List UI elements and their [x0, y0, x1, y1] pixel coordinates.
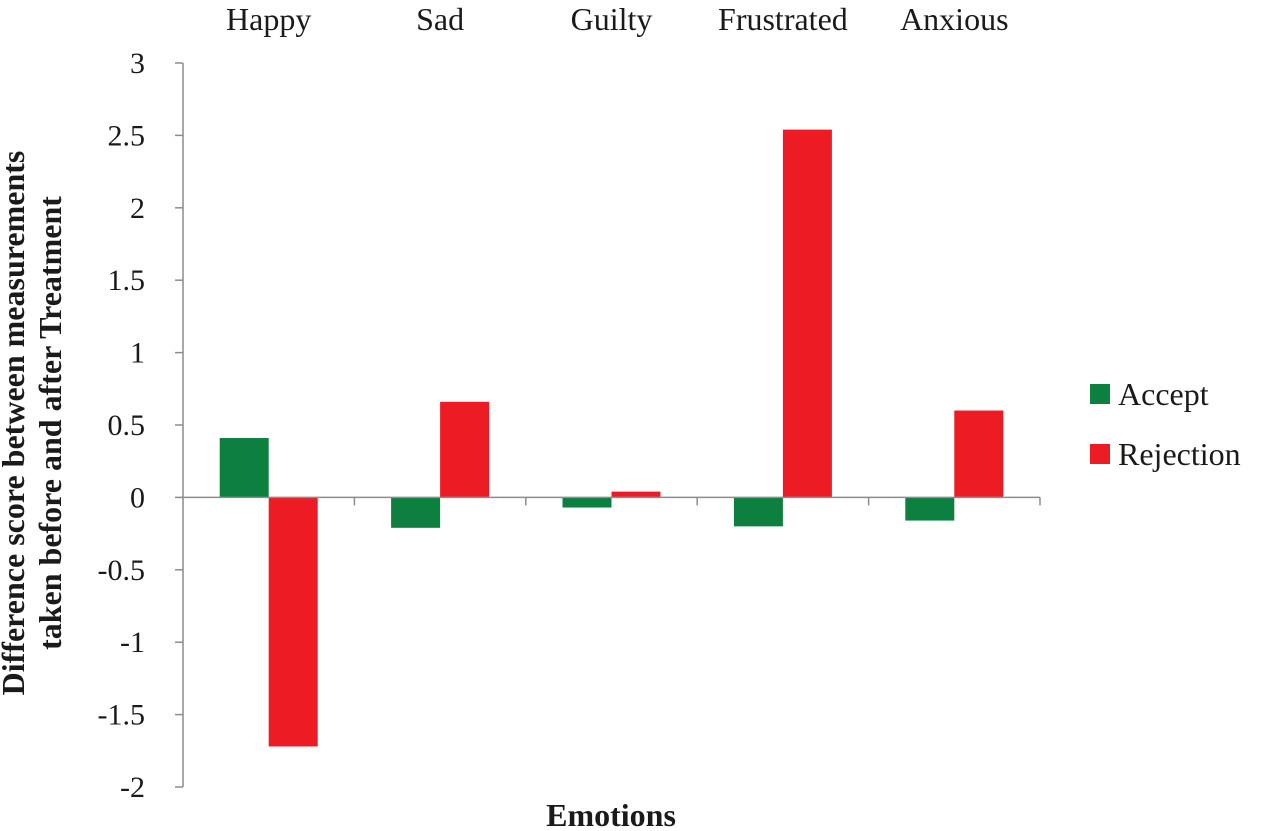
y-axis-title: Difference score between measurements ta… — [0, 151, 68, 696]
y-tick-label: 0 — [130, 481, 145, 514]
bar-rejection-anxious — [954, 410, 1004, 498]
x-axis-title: Emotions — [546, 797, 676, 831]
y-tick-label: 1 — [130, 337, 145, 370]
legend-swatch-accept — [1090, 384, 1110, 404]
bar-rejection-happy — [268, 497, 318, 747]
bar-rejection-guilty — [611, 491, 661, 498]
bar-accept-guilty — [562, 497, 612, 508]
y-tick-label: 3 — [130, 47, 145, 80]
y-tick-label: 0.5 — [108, 409, 146, 442]
y-axis-title-line-2: taken before and after Treatment — [32, 196, 68, 650]
y-tick-label: -2 — [120, 771, 145, 804]
bars — [219, 129, 1004, 747]
category-label: Frustrated — [718, 1, 848, 37]
axes — [182, 63, 1041, 787]
bar-accept-frustrated — [733, 497, 783, 527]
bar-accept-happy — [219, 438, 269, 498]
category-label: Happy — [226, 1, 311, 37]
bar-rejection-sad — [440, 401, 490, 498]
category-label: Sad — [416, 1, 464, 37]
bar-rejection-frustrated — [782, 129, 832, 498]
bar-accept-sad — [391, 497, 441, 528]
y-axis-title-line-1: Difference score between measurements — [0, 151, 31, 696]
legend-label-rejection: Rejection — [1118, 436, 1241, 472]
y-tick-label: 2 — [130, 192, 145, 225]
legend-swatch-rejection — [1090, 444, 1110, 464]
bar-accept-anxious — [905, 497, 955, 521]
legend: Accept Rejection — [1090, 376, 1241, 472]
legend-label-accept: Accept — [1118, 376, 1209, 412]
category-labels: Happy Sad Guilty Frustrated Anxious — [226, 1, 1008, 37]
y-tick-label: -1 — [120, 626, 145, 659]
y-axis: 3 2.5 2 1.5 1 0.5 0 -0.5 -1 -1.5 -2 — [98, 47, 183, 804]
category-label: Guilty — [571, 1, 653, 37]
y-tick-label: -0.5 — [98, 554, 146, 587]
y-tick-label: 2.5 — [108, 119, 146, 152]
category-label: Anxious — [900, 1, 1008, 37]
y-tick-label: 1.5 — [108, 264, 146, 297]
y-tick-label: -1.5 — [98, 699, 146, 732]
